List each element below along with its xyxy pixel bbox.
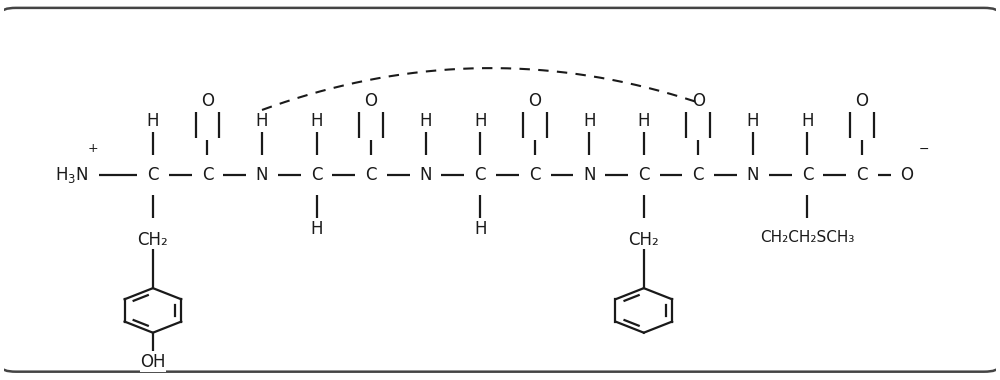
Text: +: +: [88, 142, 99, 155]
Text: C: C: [147, 166, 159, 184]
Text: O: O: [201, 92, 214, 110]
Text: H: H: [310, 112, 323, 130]
Text: H: H: [474, 112, 486, 130]
Text: C: C: [529, 166, 540, 184]
Text: OH: OH: [140, 353, 166, 371]
FancyBboxPatch shape: [1, 8, 999, 372]
Text: C: C: [638, 166, 650, 184]
Text: N: N: [419, 166, 432, 184]
Text: H: H: [583, 112, 596, 130]
Text: CH₂CH₂SCH₃: CH₂CH₂SCH₃: [760, 230, 855, 245]
Text: N: N: [256, 166, 268, 184]
Text: −: −: [919, 142, 930, 155]
Text: C: C: [802, 166, 813, 184]
Text: O: O: [365, 92, 378, 110]
Text: H: H: [747, 112, 759, 130]
Text: CH₂: CH₂: [138, 231, 168, 249]
Text: O: O: [900, 166, 913, 184]
Text: N: N: [747, 166, 759, 184]
Text: O: O: [528, 92, 541, 110]
Text: H: H: [419, 112, 432, 130]
Text: C: C: [311, 166, 322, 184]
Text: H: H: [147, 112, 159, 130]
Text: C: C: [202, 166, 213, 184]
Text: C: C: [365, 166, 377, 184]
Text: H: H: [638, 112, 650, 130]
Text: O: O: [692, 92, 705, 110]
Text: C: C: [856, 166, 868, 184]
Text: C: C: [693, 166, 704, 184]
Text: H$_3$N: H$_3$N: [55, 165, 88, 185]
Text: O: O: [855, 92, 868, 110]
Text: H: H: [474, 220, 486, 238]
Text: C: C: [474, 166, 486, 184]
Text: H: H: [801, 112, 814, 130]
Text: H: H: [310, 220, 323, 238]
Text: H: H: [256, 112, 268, 130]
Text: CH₂: CH₂: [628, 231, 659, 249]
Text: N: N: [583, 166, 596, 184]
